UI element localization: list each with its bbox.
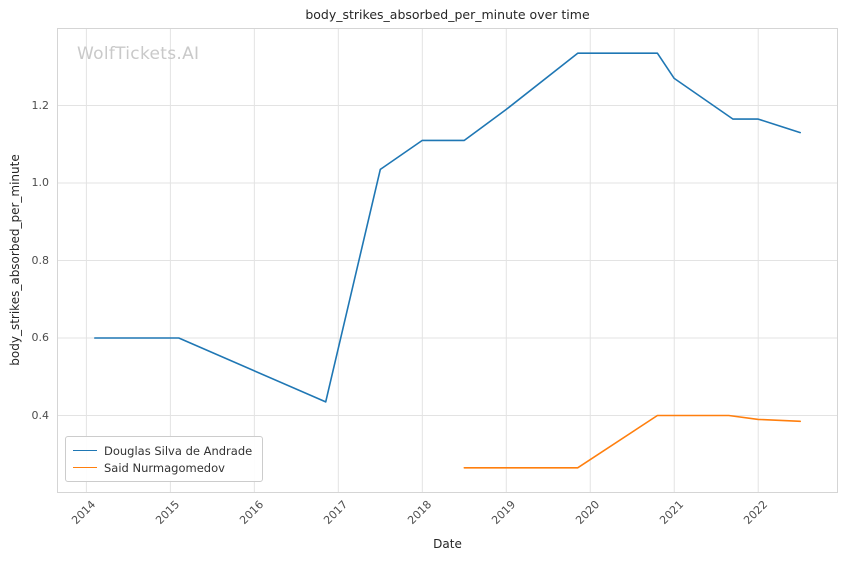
y-tick-label: 0.6 (31, 331, 50, 344)
legend: Douglas Silva de Andrade Said Nurmagomedo… (65, 436, 264, 482)
series-line-0 (93, 52, 802, 403)
chart-canvas (57, 28, 838, 493)
watermark: WolfTickets.AI (77, 44, 200, 64)
legend-item: Said Nurmagomedov (73, 459, 252, 476)
legend-line-sample (73, 467, 97, 468)
legend-label: Douglas Silva de Andrade (104, 443, 253, 458)
y-tick-label: 1.0 (31, 176, 50, 189)
legend-item: Douglas Silva de Andrade (73, 442, 252, 459)
chart-title: body_strikes_absorbed_per_minute over ti… (305, 7, 590, 22)
plot-frame (57, 28, 838, 493)
series-line-1 (463, 414, 802, 469)
legend-label: Said Nurmagomedov (104, 460, 225, 475)
legend-line-sample (73, 450, 97, 451)
plot-area: WolfTickets.AI Douglas Silva de Andrade S… (57, 28, 838, 493)
x-axis-label: Date (433, 537, 462, 551)
y-tick-label: 1.2 (31, 98, 50, 112)
y-tick-label: 0.8 (31, 253, 50, 267)
y-tick-label: 0.4 (31, 408, 50, 422)
